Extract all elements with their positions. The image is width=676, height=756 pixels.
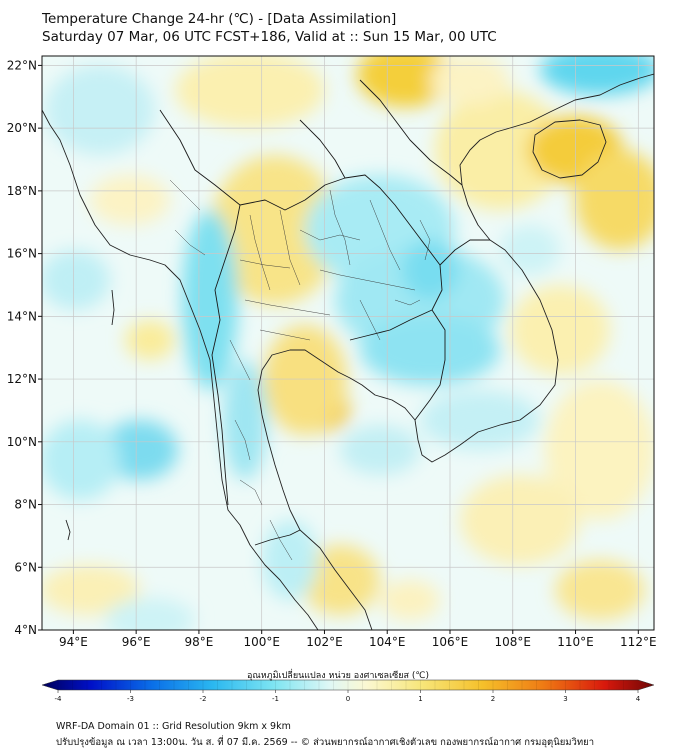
colorbar-tick-label: 3: [563, 695, 567, 703]
lat-tick-label: 16°N: [7, 247, 37, 261]
colorbar-tick-label: 1: [418, 695, 422, 703]
lat-tick-label: 10°N: [7, 435, 37, 449]
colorbar: -4 -3 -2 -1 0 1 2 3 4: [41, 679, 655, 703]
lat-tick-label: 22°N: [7, 58, 37, 72]
lat-tick-label: 8°N: [14, 498, 37, 512]
update-credit: ปรับปรุงข้อมูล ณ เวลา 13:00น. วัน ส. ที่…: [56, 737, 595, 748]
colorbar-tick-label: 4: [636, 695, 641, 703]
lon-tick-label: 106°E: [432, 635, 469, 649]
lon-tick-label: 112°E: [620, 635, 657, 649]
lat-tick-label: 6°N: [14, 560, 37, 574]
lat-tick-label: 18°N: [7, 184, 37, 198]
temperature-field: [42, 56, 654, 630]
lon-tick-label: 102°E: [306, 635, 343, 649]
lon-tick-label: 100°E: [243, 635, 280, 649]
map-frame: [41, 55, 655, 631]
lon-tick-label: 108°E: [495, 635, 532, 649]
lat-tick-label: 12°N: [7, 372, 37, 386]
province-borders: [169, 179, 431, 561]
lat-tick-label: 14°N: [7, 309, 37, 323]
longitude-axis: 94°E 96°E 98°E 100°E 102°E 104°E 106°E 108°E 110…: [59, 630, 657, 649]
lon-tick-label: 110°E: [557, 635, 594, 649]
model-info: WRF-DA Domain 01 :: Grid Resolution 9km …: [56, 721, 291, 732]
colorbar-tick-label: 2: [491, 695, 495, 703]
colorbar-ticks: -4 -3 -2 -1 0 1 2 3 4: [55, 680, 641, 703]
graticule: [42, 56, 654, 630]
coastlines: [42, 73, 654, 630]
lon-tick-label: 104°E: [369, 635, 406, 649]
country-borders: [159, 79, 490, 546]
map-subtitle: Saturday 07 Mar, 06 UTC FCST+186, Valid …: [42, 29, 497, 45]
colorbar-tick-label: -1: [272, 695, 279, 703]
lon-tick-label: 98°E: [184, 635, 213, 649]
colorbar-tick-label: 0: [346, 695, 350, 703]
lat-tick-label: 20°N: [7, 121, 37, 135]
colorbar-tick-label: -3: [127, 695, 134, 703]
colorbar-tick-label: -2: [200, 695, 207, 703]
colorbar-tick-label: -4: [55, 695, 63, 703]
colorbar-title: อุณหภูมิเปลี่ยนแปลง หน่วย องศาเซลเซียส (…: [246, 671, 430, 681]
map-title: Temperature Change 24-hr (℃) - [Data Ass…: [42, 11, 397, 27]
latitude-axis: 22°N 20°N 18°N 16°N 14°N 12°N 10°N 8°N 6°N 4°N: [7, 58, 42, 637]
lon-tick-label: 96°E: [122, 635, 151, 649]
lat-tick-label: 4°N: [14, 623, 37, 637]
lon-tick-label: 94°E: [59, 635, 88, 649]
